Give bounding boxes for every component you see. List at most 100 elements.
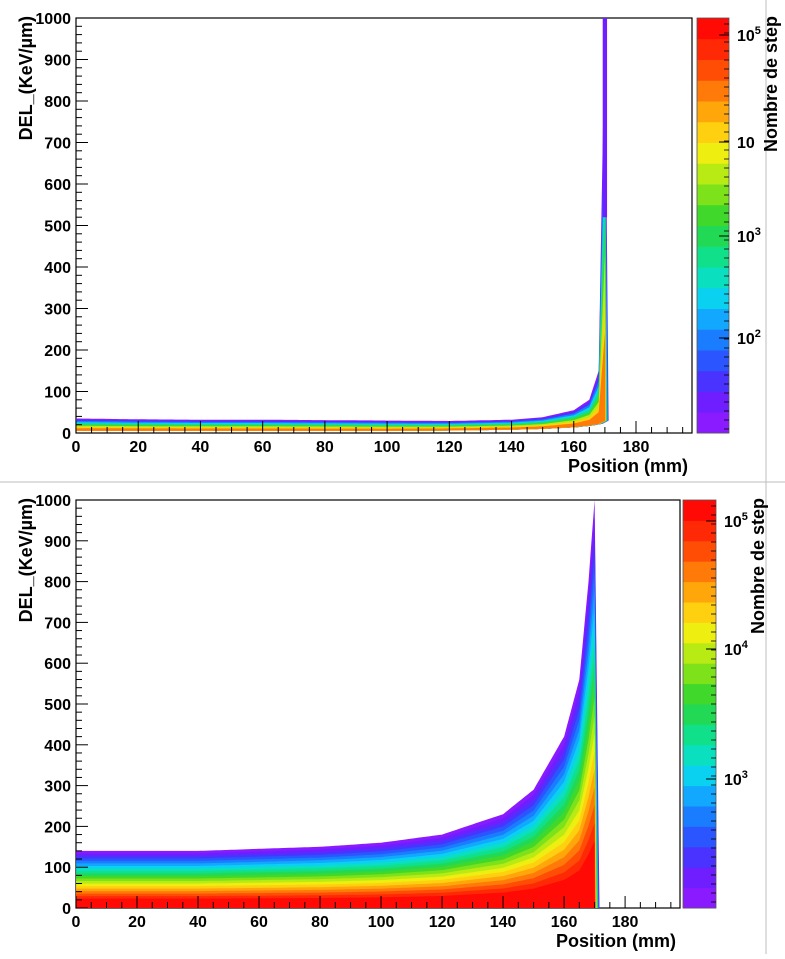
y-tick-label: 200 [44, 819, 71, 836]
colorbar-segment [697, 142, 729, 164]
x-tick-label: 180 [623, 439, 650, 456]
colorbar-segment [697, 350, 729, 372]
colorbar-segment [697, 370, 729, 392]
y-tick-label: 100 [44, 385, 71, 402]
colorbar-tick-base: 10 [737, 28, 755, 45]
colorbar-segment [683, 540, 716, 562]
colorbar-tick-base: 10 [724, 642, 742, 659]
x-tick-label: 40 [189, 914, 207, 931]
colorbar-segment [697, 121, 729, 143]
x-axis-label: Position (mm) [568, 456, 688, 476]
colorbar-segment [683, 785, 716, 807]
histogram-band [76, 18, 609, 431]
colorbar-segment [697, 184, 729, 206]
y-tick-label: 800 [44, 94, 71, 111]
colorbar-segment [683, 704, 716, 725]
x-tick-label: 160 [560, 439, 587, 456]
colorbar-tick-base: 10 [737, 135, 755, 152]
y-tick-label: 700 [44, 615, 71, 632]
y-tick-label: 1000 [35, 11, 71, 28]
colorbar-segment [683, 581, 716, 603]
histogram-band [76, 500, 600, 908]
x-tick-label: 120 [429, 914, 456, 931]
colorbar-tick-label: 105 [737, 25, 761, 45]
colorbar-tick-base: 10 [724, 514, 742, 531]
y-tick-label: 100 [44, 860, 71, 877]
colorbar-segment [683, 622, 716, 644]
colorbar-segment [683, 500, 716, 521]
colorbar-segment [683, 663, 716, 685]
colorbar-segment [683, 724, 716, 746]
colorbar-segment [697, 204, 729, 226]
colorbar-tick-label: 103 [724, 769, 748, 789]
colorbar-segment [683, 887, 716, 909]
colorbar-segment [697, 225, 729, 247]
colorbar-segment [697, 246, 729, 268]
x-tick-label: 0 [72, 914, 81, 931]
x-tick-label: 180 [612, 914, 639, 931]
colorbar-tick-base: 10 [737, 331, 755, 348]
x-tick-label: 60 [250, 914, 268, 931]
colorbar-segment [697, 308, 729, 330]
colorbar-tick-base: 10 [737, 229, 755, 246]
colorbar-tick-label: 104 [724, 639, 749, 659]
y-tick-label: 0 [62, 426, 71, 443]
y-tick-label: 600 [44, 177, 71, 194]
y-tick-label: 200 [44, 343, 71, 360]
band-level-19 [76, 841, 595, 908]
colorbar-segment [697, 412, 729, 434]
y-tick-label: 1000 [35, 493, 71, 510]
y-tick-label: 900 [44, 53, 71, 70]
colorbar-segment [683, 520, 716, 542]
y-tick-label: 400 [44, 260, 71, 277]
y-tick-label: 0 [62, 901, 71, 918]
y-tick-label: 500 [44, 697, 71, 714]
y-tick-label: 300 [44, 302, 71, 319]
colorbar-segment [683, 806, 716, 827]
colorbar-segment [697, 59, 729, 81]
colorbar-frame [696, 17, 730, 434]
x-tick-label: 140 [498, 439, 525, 456]
colorbar-tick-label: 105 [724, 511, 748, 531]
x-tick-label: 100 [368, 914, 395, 931]
colorbar-segment [697, 267, 729, 289]
colorbar-segment [683, 561, 716, 583]
y-tick-label: 800 [44, 575, 71, 592]
x-tick-label: 60 [254, 439, 272, 456]
colorbar-tick-exponent: 3 [755, 226, 761, 238]
x-tick-label: 40 [192, 439, 210, 456]
y-axis-label: DEL_(KeV/µm) [16, 498, 36, 622]
y-tick-label: 900 [44, 534, 71, 551]
chart-bottom: 0 20 40 60 80 100 120 140 160 180 0 100 200 300 400 500… [16, 493, 768, 951]
colorbar-segment [697, 101, 729, 123]
colorbar-segment [697, 80, 729, 102]
y-tick-label: 300 [44, 779, 71, 796]
y-tick-label: 700 [44, 136, 71, 153]
colorbar-tick-label: 10 [737, 135, 755, 152]
colorbar-segment [697, 329, 729, 351]
x-tick-label: 100 [374, 439, 401, 456]
colorbar-tick-base: 10 [724, 772, 742, 789]
colorbar-tick-label: 102 [737, 328, 761, 348]
colorbar-segment [697, 287, 729, 309]
colorbar-segment [697, 38, 729, 60]
y-tick-label: 400 [44, 738, 71, 755]
colorbar-label: Nombre de step [761, 16, 781, 152]
colorbar-segment [697, 163, 729, 185]
y-tick-label: 600 [44, 656, 71, 673]
y-tick-label: 500 [44, 219, 71, 236]
plot-area [75, 17, 693, 434]
x-tick-label: 0 [72, 439, 81, 456]
colorbar-segment [683, 826, 716, 848]
colorbar-segment [697, 391, 729, 413]
colorbar-segment [683, 642, 716, 664]
x-tick-label: 20 [129, 439, 147, 456]
x-tick-label: 80 [311, 914, 329, 931]
colorbar-tick-exponent: 4 [742, 639, 749, 651]
colorbar-tick-exponent: 3 [742, 769, 748, 781]
colorbar-segment [683, 846, 716, 868]
colorbar-tick-exponent: 5 [755, 25, 761, 37]
